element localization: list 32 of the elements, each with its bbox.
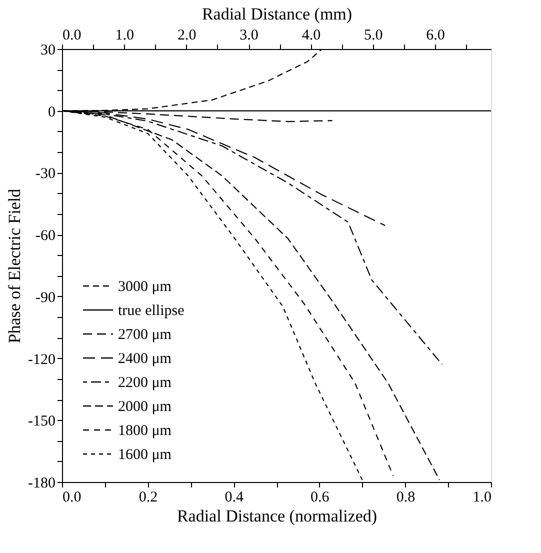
x2-tick-label: 6.0 xyxy=(426,28,445,44)
y-tick-label: -120 xyxy=(28,352,56,368)
x2-tick-label: 2.0 xyxy=(177,28,196,44)
x2-tick-label: 3.0 xyxy=(240,28,258,44)
y-tick-label: 30 xyxy=(40,42,56,58)
y-tick-label: -60 xyxy=(36,228,56,244)
x-tick-label: 0.2 xyxy=(138,490,158,506)
x-tick-label: 0.8 xyxy=(396,490,416,506)
legend-label: 2200 μm xyxy=(118,375,172,391)
x2-axis-title: Radial Distance (mm) xyxy=(202,4,352,24)
legend-label: 2700 μm xyxy=(118,327,172,343)
legend-label: 2400 μm xyxy=(118,351,172,367)
y-tick-label: -30 xyxy=(36,166,56,182)
y-axis-title: Phase of Electric Field xyxy=(5,188,24,344)
x2-tick-label: 5.0 xyxy=(364,28,383,44)
y-tick-label: 0 xyxy=(48,104,56,120)
legend-label: 1800 μm xyxy=(118,423,172,439)
x-tick-label: 0.0 xyxy=(62,490,82,506)
x2-tick-label: 4.0 xyxy=(302,28,321,44)
x2-tick-label: 1.0 xyxy=(115,28,134,44)
legend-label: true ellipse xyxy=(118,303,185,319)
y-tick-label: -180 xyxy=(28,476,56,492)
y-tick-label: -90 xyxy=(36,290,56,306)
x2-tick-label: 0.0 xyxy=(62,28,82,44)
legend-label: 3000 μm xyxy=(118,279,172,295)
x-axis-title: Radial Distance (normalized) xyxy=(176,506,378,526)
legend-label: 1600 μm xyxy=(118,447,172,463)
x-tick-label: 1.0 xyxy=(472,490,492,506)
y-tick-label: -150 xyxy=(28,414,56,430)
legend-label: 2000 μm xyxy=(118,399,172,415)
x-tick-label: 0.6 xyxy=(310,490,330,506)
x-tick-label: 0.4 xyxy=(224,490,244,506)
